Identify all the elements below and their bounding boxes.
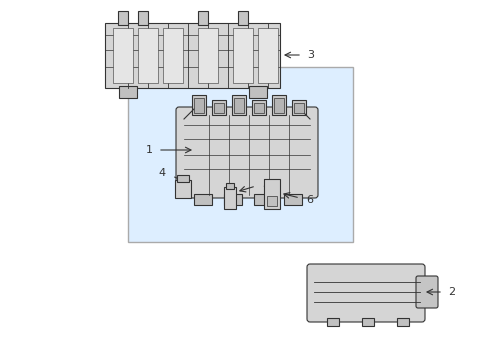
Text: 2: 2	[448, 287, 455, 297]
Bar	[327, 318, 339, 326]
Bar	[234, 98, 244, 113]
Bar	[233, 28, 253, 83]
Bar	[224, 187, 236, 209]
Bar	[118, 11, 128, 25]
Bar	[362, 318, 374, 326]
Bar	[119, 86, 137, 98]
Bar	[238, 11, 248, 25]
Bar	[138, 11, 148, 25]
Bar	[232, 95, 246, 115]
FancyBboxPatch shape	[307, 264, 425, 322]
Bar	[128, 67, 353, 242]
Bar	[397, 318, 409, 326]
Bar	[252, 100, 266, 115]
Bar	[194, 98, 204, 113]
Bar	[194, 194, 212, 205]
Text: 3: 3	[307, 50, 314, 60]
Bar	[284, 194, 302, 205]
Text: 4: 4	[159, 168, 166, 178]
Bar	[292, 100, 306, 115]
Bar	[294, 103, 304, 113]
Bar	[198, 28, 218, 83]
Text: 5: 5	[262, 179, 269, 189]
Bar	[212, 100, 226, 115]
FancyBboxPatch shape	[416, 276, 438, 308]
Bar	[138, 28, 158, 83]
Bar	[226, 183, 234, 189]
Bar	[264, 179, 280, 209]
Bar	[192, 95, 206, 115]
Bar	[274, 98, 284, 113]
Text: 6: 6	[306, 195, 313, 205]
Bar	[224, 194, 242, 205]
Bar	[254, 194, 272, 205]
Bar	[163, 28, 183, 83]
FancyBboxPatch shape	[176, 107, 318, 198]
Bar	[175, 180, 191, 198]
Bar	[254, 103, 264, 113]
Bar	[258, 28, 278, 83]
Bar	[214, 103, 224, 113]
Bar	[198, 11, 208, 25]
Bar	[249, 86, 267, 98]
Bar	[105, 23, 280, 88]
Text: 1: 1	[146, 145, 153, 155]
Bar	[267, 196, 277, 206]
Bar	[177, 175, 189, 182]
Bar	[272, 95, 286, 115]
Bar	[113, 28, 133, 83]
